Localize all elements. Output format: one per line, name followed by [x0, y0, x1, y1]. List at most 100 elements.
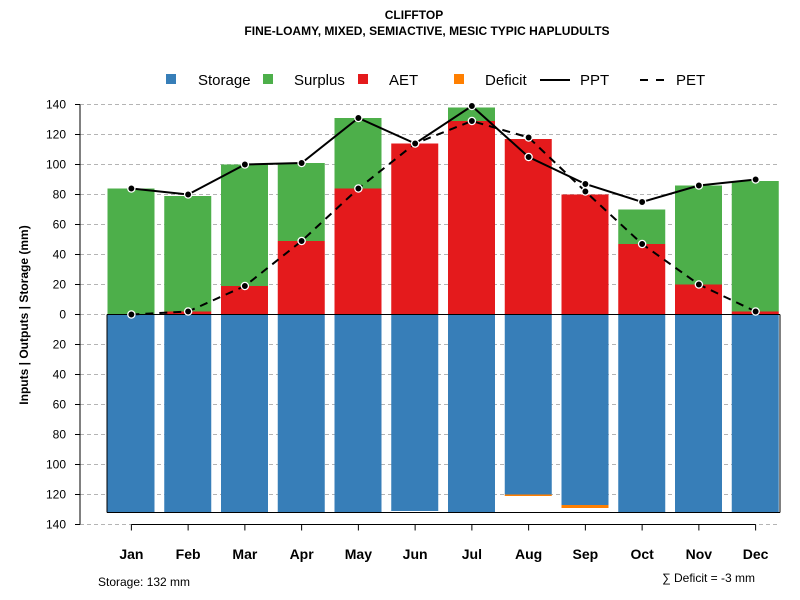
- y-tick-label: 60: [53, 398, 67, 412]
- legend-swatch-storage: [166, 74, 176, 84]
- x-tick-label-feb: Feb: [176, 546, 201, 562]
- y-tick-label: 60: [53, 218, 67, 232]
- surplus-bar-feb: [164, 196, 212, 312]
- y-axis: 140 120 100 80 60 40 20 0 20 40 60 80 100 120 140: [46, 98, 81, 532]
- legend-label-deficit: Deficit: [485, 72, 528, 89]
- aet-bar-sep: [561, 194, 609, 315]
- storage-bar-apr: [277, 314, 325, 513]
- aet-bar-nov: [675, 284, 722, 315]
- x-tick-label-sep: Sep: [573, 546, 599, 562]
- ppt-point-jun: [410, 139, 420, 148]
- pet-point-mar: [240, 281, 250, 291]
- aet-bar-may: [334, 188, 382, 315]
- chart-subtitle: FINE-LOAMY, MIXED, SEMIACTIVE, MESIC TYP…: [244, 24, 609, 38]
- surplus-bar-may: [334, 118, 382, 189]
- ppt-point-sep: [581, 179, 590, 189]
- y-tick-label: 20: [53, 278, 67, 292]
- legend-label-pet: PET: [676, 72, 705, 89]
- pet-point-aug: [524, 133, 533, 142]
- ppt-line: [131, 104, 756, 204]
- storage-bar-dec: [731, 314, 779, 513]
- storage-footer: Storage: 132 mm: [98, 575, 190, 589]
- x-tick-label-mar: Mar: [232, 546, 257, 562]
- x-axis: Jan Feb Mar Apr May Jun Jul Aug Sep Oct Nov Dec: [119, 524, 769, 562]
- legend-swatch-deficit: [454, 74, 464, 84]
- pet-point-nov: [694, 280, 704, 289]
- pet-point-may: [354, 184, 363, 193]
- pet-point-jul: [467, 116, 477, 126]
- y-tick-label: 120: [46, 488, 66, 502]
- surplus-bar-jul: [448, 107, 495, 121]
- legend-swatch-aet: [358, 74, 368, 84]
- y-tick-label: 120: [46, 128, 66, 142]
- storage-bar-sep: [561, 314, 609, 505]
- ppt-point-mar: [240, 160, 250, 169]
- legend: Storage Surplus AET Deficit PPT PET: [166, 72, 705, 89]
- pet-point-feb: [183, 307, 193, 316]
- pet-point-oct: [637, 239, 647, 249]
- storage-bar-nov: [675, 314, 722, 513]
- storage-bar-aug: [504, 314, 552, 495]
- deficit-bar-aug: [504, 494, 552, 496]
- aet-bar-jul: [448, 121, 495, 315]
- ppt-point-dec: [751, 175, 760, 184]
- ppt-point-nov: [694, 181, 704, 190]
- surplus-bar-nov: [675, 185, 722, 285]
- ppt-point-aug: [524, 152, 533, 162]
- pet-line: [131, 119, 757, 316]
- storage-bar-jun: [391, 314, 439, 511]
- x-tick-label-jan: Jan: [119, 546, 143, 562]
- series-lines: [127, 101, 760, 319]
- y-tick-label: 0: [59, 308, 66, 322]
- pet-point-dec: [751, 307, 760, 316]
- deficit-footer: ∑ Deficit = -3 mm: [662, 571, 755, 585]
- ppt-point-jan: [127, 184, 136, 193]
- ppt-point-jul: [467, 101, 477, 111]
- x-tick-label-aug: Aug: [515, 546, 542, 562]
- aet-bar-mar: [221, 286, 268, 315]
- x-tick-label-jun: Jun: [403, 546, 428, 562]
- x-tick-label-nov: Nov: [686, 546, 713, 562]
- storage-bar-oct: [618, 314, 666, 513]
- x-tick-label-dec: Dec: [743, 546, 769, 562]
- y-tick-label: 40: [53, 248, 67, 262]
- y-tick-label: 100: [46, 158, 66, 172]
- y-tick-label: 80: [53, 428, 67, 442]
- surplus-bar-mar: [221, 164, 268, 286]
- ppt-point-oct: [637, 197, 647, 207]
- aet-bar-aug: [504, 139, 552, 315]
- legend-label-surplus: Surplus: [294, 72, 345, 89]
- y-tick-label: 40: [53, 368, 67, 382]
- pet-point-apr: [297, 236, 306, 246]
- surplus-bar-oct: [618, 209, 666, 244]
- x-tick-label-oct: Oct: [630, 546, 654, 562]
- legend-label-storage: Storage: [198, 72, 251, 89]
- storage-bar-may: [334, 314, 382, 513]
- y-tick-label: 140: [46, 98, 66, 112]
- deficit-bar-sep: [561, 505, 609, 508]
- surplus-bar-jan: [107, 188, 155, 315]
- legend-swatch-surplus: [263, 74, 273, 84]
- ppt-point-apr: [297, 158, 306, 168]
- y-axis-label: Inputs | Outputs | Storage (mm): [17, 225, 31, 404]
- storage-bar-mar: [221, 314, 268, 513]
- pet-point-jan: [127, 310, 136, 319]
- x-tick-label-apr: Apr: [290, 546, 315, 562]
- pet-point-sep: [581, 187, 590, 196]
- y-tick-label: 100: [46, 458, 66, 472]
- ppt-point-may: [354, 113, 363, 123]
- legend-label-ppt: PPT: [580, 72, 609, 89]
- aet-bar-jun: [391, 143, 439, 315]
- storage-bar-feb: [164, 314, 212, 513]
- ppt-point-feb: [183, 190, 193, 199]
- chart-title: CLIFFTOP: [385, 8, 443, 22]
- y-tick-label: 80: [53, 188, 67, 202]
- storage-bar-jul: [448, 314, 495, 513]
- x-tick-label-may: May: [345, 546, 372, 562]
- x-tick-label-jul: Jul: [462, 546, 482, 562]
- surplus-bar-apr: [277, 163, 325, 241]
- y-tick-label: 20: [53, 338, 67, 352]
- surplus-bar-dec: [731, 181, 779, 312]
- aet-bar-apr: [277, 241, 325, 315]
